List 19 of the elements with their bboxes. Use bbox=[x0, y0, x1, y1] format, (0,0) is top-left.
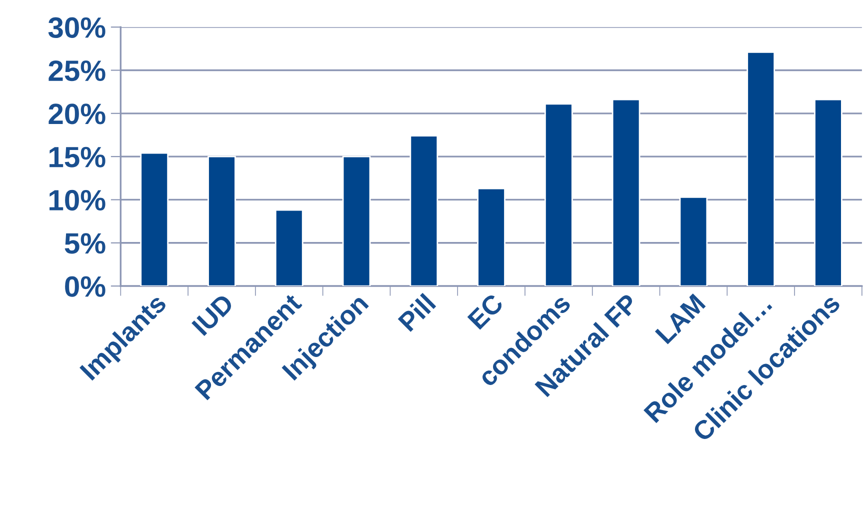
bar bbox=[410, 135, 438, 286]
bar bbox=[544, 103, 573, 286]
x-tick-label: Pill bbox=[397, 292, 436, 332]
y-tick-label: 15% bbox=[50, 146, 106, 168]
y-tick-label: 25% bbox=[48, 60, 106, 82]
bar bbox=[140, 152, 169, 286]
y-tick-label: 5% bbox=[64, 233, 106, 254]
bar bbox=[342, 156, 371, 286]
bar bbox=[274, 209, 304, 286]
bar bbox=[746, 51, 776, 286]
bar bbox=[612, 98, 640, 286]
bar bbox=[208, 156, 236, 286]
bar bbox=[477, 188, 506, 286]
y-tick-label: 30% bbox=[48, 17, 106, 38]
y-tick-label: 20% bbox=[48, 104, 106, 124]
bar bbox=[814, 98, 842, 286]
y-tick-label: 0% bbox=[65, 276, 106, 297]
bar bbox=[679, 196, 708, 286]
y-tick-label: 10% bbox=[50, 190, 106, 211]
